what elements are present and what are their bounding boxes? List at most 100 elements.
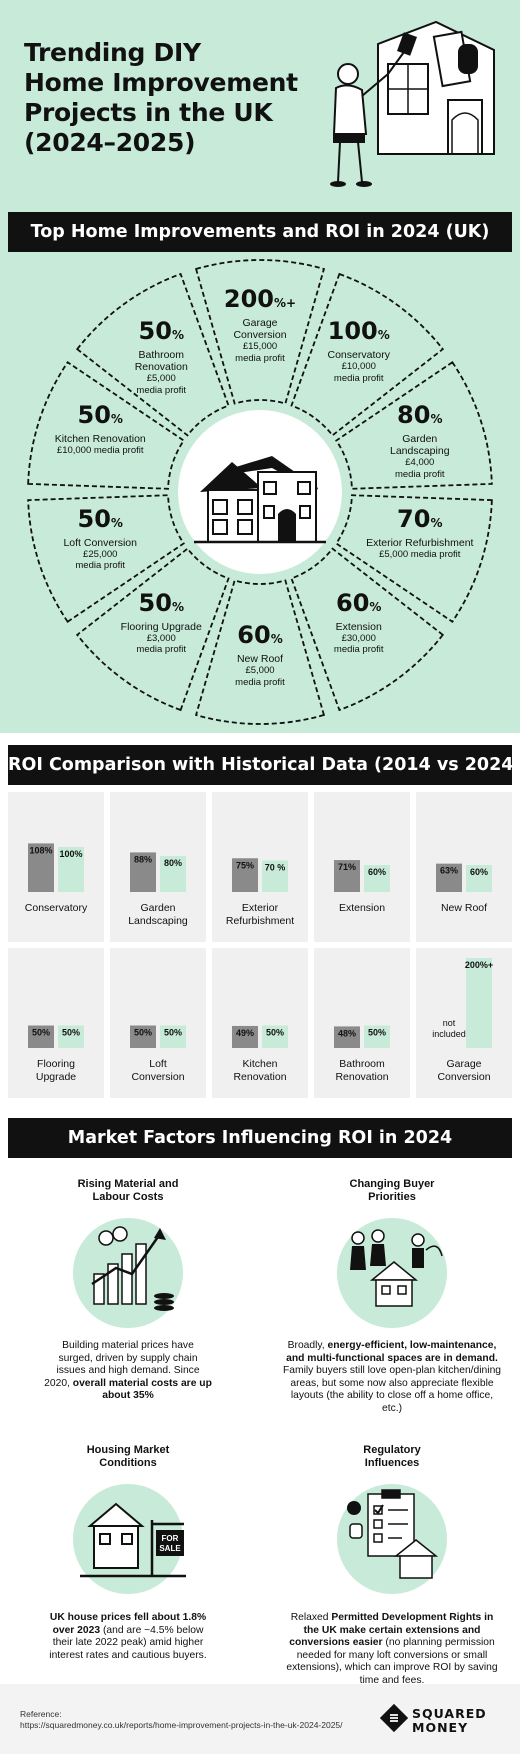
factor-bold-text: energy-efficient, low-maintenance, and m… [286, 1340, 498, 1364]
factor-title: Regulatory Influences [363, 1444, 421, 1469]
roi-comparison-chart: 88% 80% Garden Landscaping [110, 792, 206, 942]
bar-2014 [28, 843, 54, 892]
factor-title: Rising Material and Labour Costs [77, 1178, 179, 1203]
roi-number: 50 [77, 401, 111, 430]
roi-item: 60% Extension £30,000 media profit [293, 589, 425, 656]
roi-number: 100 [327, 317, 378, 346]
roi-suffix: % [110, 515, 123, 530]
wheel-segment [290, 547, 445, 712]
footer [0, 1684, 520, 1754]
roi-number: 80 [397, 401, 431, 430]
project-name: Conservatory [327, 349, 390, 362]
roi-item: 80% Garden Landscaping £4,000 media profit [354, 402, 486, 480]
reference: Reference: https://squaredmoney.co.uk/re… [20, 1709, 343, 1730]
section-title-top-improvements: Top Home Improvements and ROI in 2024 (U… [8, 212, 512, 252]
wheel-segment [75, 272, 230, 437]
roi-comparison-chart: 50% 50% Loft Conversion [110, 948, 206, 1098]
media-profit: £4,000 media profit [394, 457, 445, 480]
for-sale-sign-text-line1: FOR [162, 1534, 179, 1543]
bar-label-2024: 50% [266, 1028, 284, 1038]
project-name: Flooring Upgrade [120, 620, 202, 633]
bar-2024 [364, 1025, 390, 1048]
project-name: Kitchen Renovation [54, 433, 146, 446]
roi-item: 100% Conservatory £10,000 media profit [293, 318, 425, 384]
factor-title: Changing Buyer Priorities [349, 1178, 435, 1203]
media-profit: £25,000 media profit [75, 548, 126, 572]
bar-label-2014: 49% [236, 1028, 254, 1038]
bar-2014 [334, 1026, 360, 1048]
wheel-segment [335, 361, 493, 490]
project-name: Garage Conversion [233, 317, 287, 341]
bar-label-2014: 50% [32, 1028, 50, 1038]
roi-comparison-chart: 71% 60% Extension [314, 792, 410, 942]
wheel-segment [335, 494, 493, 623]
bar-2014 [28, 1025, 54, 1048]
bar-2024 [466, 865, 492, 892]
roi-comparison-chart: 50% 50% Flooring Upgrade [8, 948, 104, 1098]
chart-category-label: Conservatory [24, 902, 88, 914]
bar-2014 [232, 858, 258, 892]
media-profit: £5,000 media profit [235, 665, 285, 688]
rising-costs-chart-icon [91, 1226, 174, 1311]
bar-2024 [466, 958, 492, 1048]
bar-label-2014: 88% [134, 854, 152, 864]
roi-item: 200%+ Garage Conversion £15,000 media prof… [194, 286, 326, 364]
project-name: Loft Conversion [63, 536, 137, 549]
bar-2014 [436, 863, 462, 892]
bar-label-2014: 63% [440, 866, 458, 876]
roi-value: 60% [194, 622, 326, 653]
bar-label-2024: 60% [368, 867, 386, 877]
bar-2024 [262, 1025, 288, 1048]
factor-material-costs-desc: Building material prices have surged, dr… [8, 1340, 248, 1403]
roi-value: 50% [34, 504, 166, 537]
factor-text: (no planning permission needed for many … [286, 1637, 498, 1686]
roi-number: 50 [138, 317, 172, 346]
roi-item: 50% Loft Conversion £25,000 media profit [34, 504, 166, 572]
media-profit: £3,000 media profit [136, 632, 187, 656]
factor-bold-text: UK house prices fell about 1.8% over 202… [49, 1612, 207, 1636]
factor-bold-text: Permitted Development Rights in the UK m… [289, 1612, 494, 1649]
chart-category-label: Exterior Refurbishment [225, 902, 295, 927]
media-profit: £10,000 media profit [333, 361, 384, 384]
roi-value: 80% [354, 402, 486, 433]
roi-suffix: % [430, 515, 443, 530]
bar-label-2024: 50% [164, 1028, 182, 1038]
roi-comparison-chart: 108% 100% Conservatory [8, 792, 104, 942]
roi-value: 50% [95, 318, 227, 349]
roi-suffix: % [430, 412, 443, 427]
wheel-segment [290, 272, 445, 437]
bar-2024 [58, 1025, 84, 1048]
roi-number: 70 [397, 504, 431, 533]
project-name: Exterior Refurbishment [366, 536, 474, 549]
roi-number: 50 [77, 504, 111, 533]
roi-number: 50 [138, 588, 172, 617]
bar-label-2014: 108% [29, 845, 52, 855]
project-name: New Roof [236, 653, 284, 665]
bar-2024 [160, 856, 186, 892]
factor-text: Relaxed [290, 1612, 332, 1623]
project-name: Garden Landscaping [389, 433, 450, 458]
squared-money-logo-icon [380, 1704, 408, 1732]
bar-2024 [262, 860, 288, 892]
chart-category-label: Kitchen Renovation [233, 1058, 287, 1083]
media-profit: £5,000 media profit [379, 548, 461, 560]
bar-label-2014: 71% [338, 862, 356, 872]
bar-2014 [130, 852, 156, 892]
chart-category-label: Loft Conversion [131, 1058, 185, 1083]
bar-label-2024: 70 % [265, 863, 286, 873]
bar-label-2024: 50% [368, 1028, 386, 1038]
roi-suffix: % [377, 328, 390, 343]
reference-link[interactable]: https://squaredmoney.co.uk/reports/home-… [20, 1719, 343, 1730]
roi-suffix: % [369, 599, 382, 614]
roi-item: 50% Bathroom Renovation £5,000 media profi… [95, 318, 227, 396]
house-icon [178, 410, 342, 574]
section-title-market-factors: Market Factors Influencing ROI in 2024 [8, 1118, 512, 1158]
section-title-roi-comparison: ROI Comparison with Historical Data (201… [8, 745, 512, 785]
roi-item: 60% New Roof £5,000 media profit [194, 622, 326, 688]
media-profit: £30,000 media profit [333, 632, 384, 656]
roi-comparison-chart: 49% 50% Kitchen Renovation [212, 948, 308, 1098]
roi-item: 50% Flooring Upgrade £3,000 media profit [95, 588, 227, 656]
roi-value: 60% [293, 589, 425, 621]
bar-label-2024: 80% [164, 858, 182, 868]
factor-text: Broadly, [287, 1340, 328, 1351]
